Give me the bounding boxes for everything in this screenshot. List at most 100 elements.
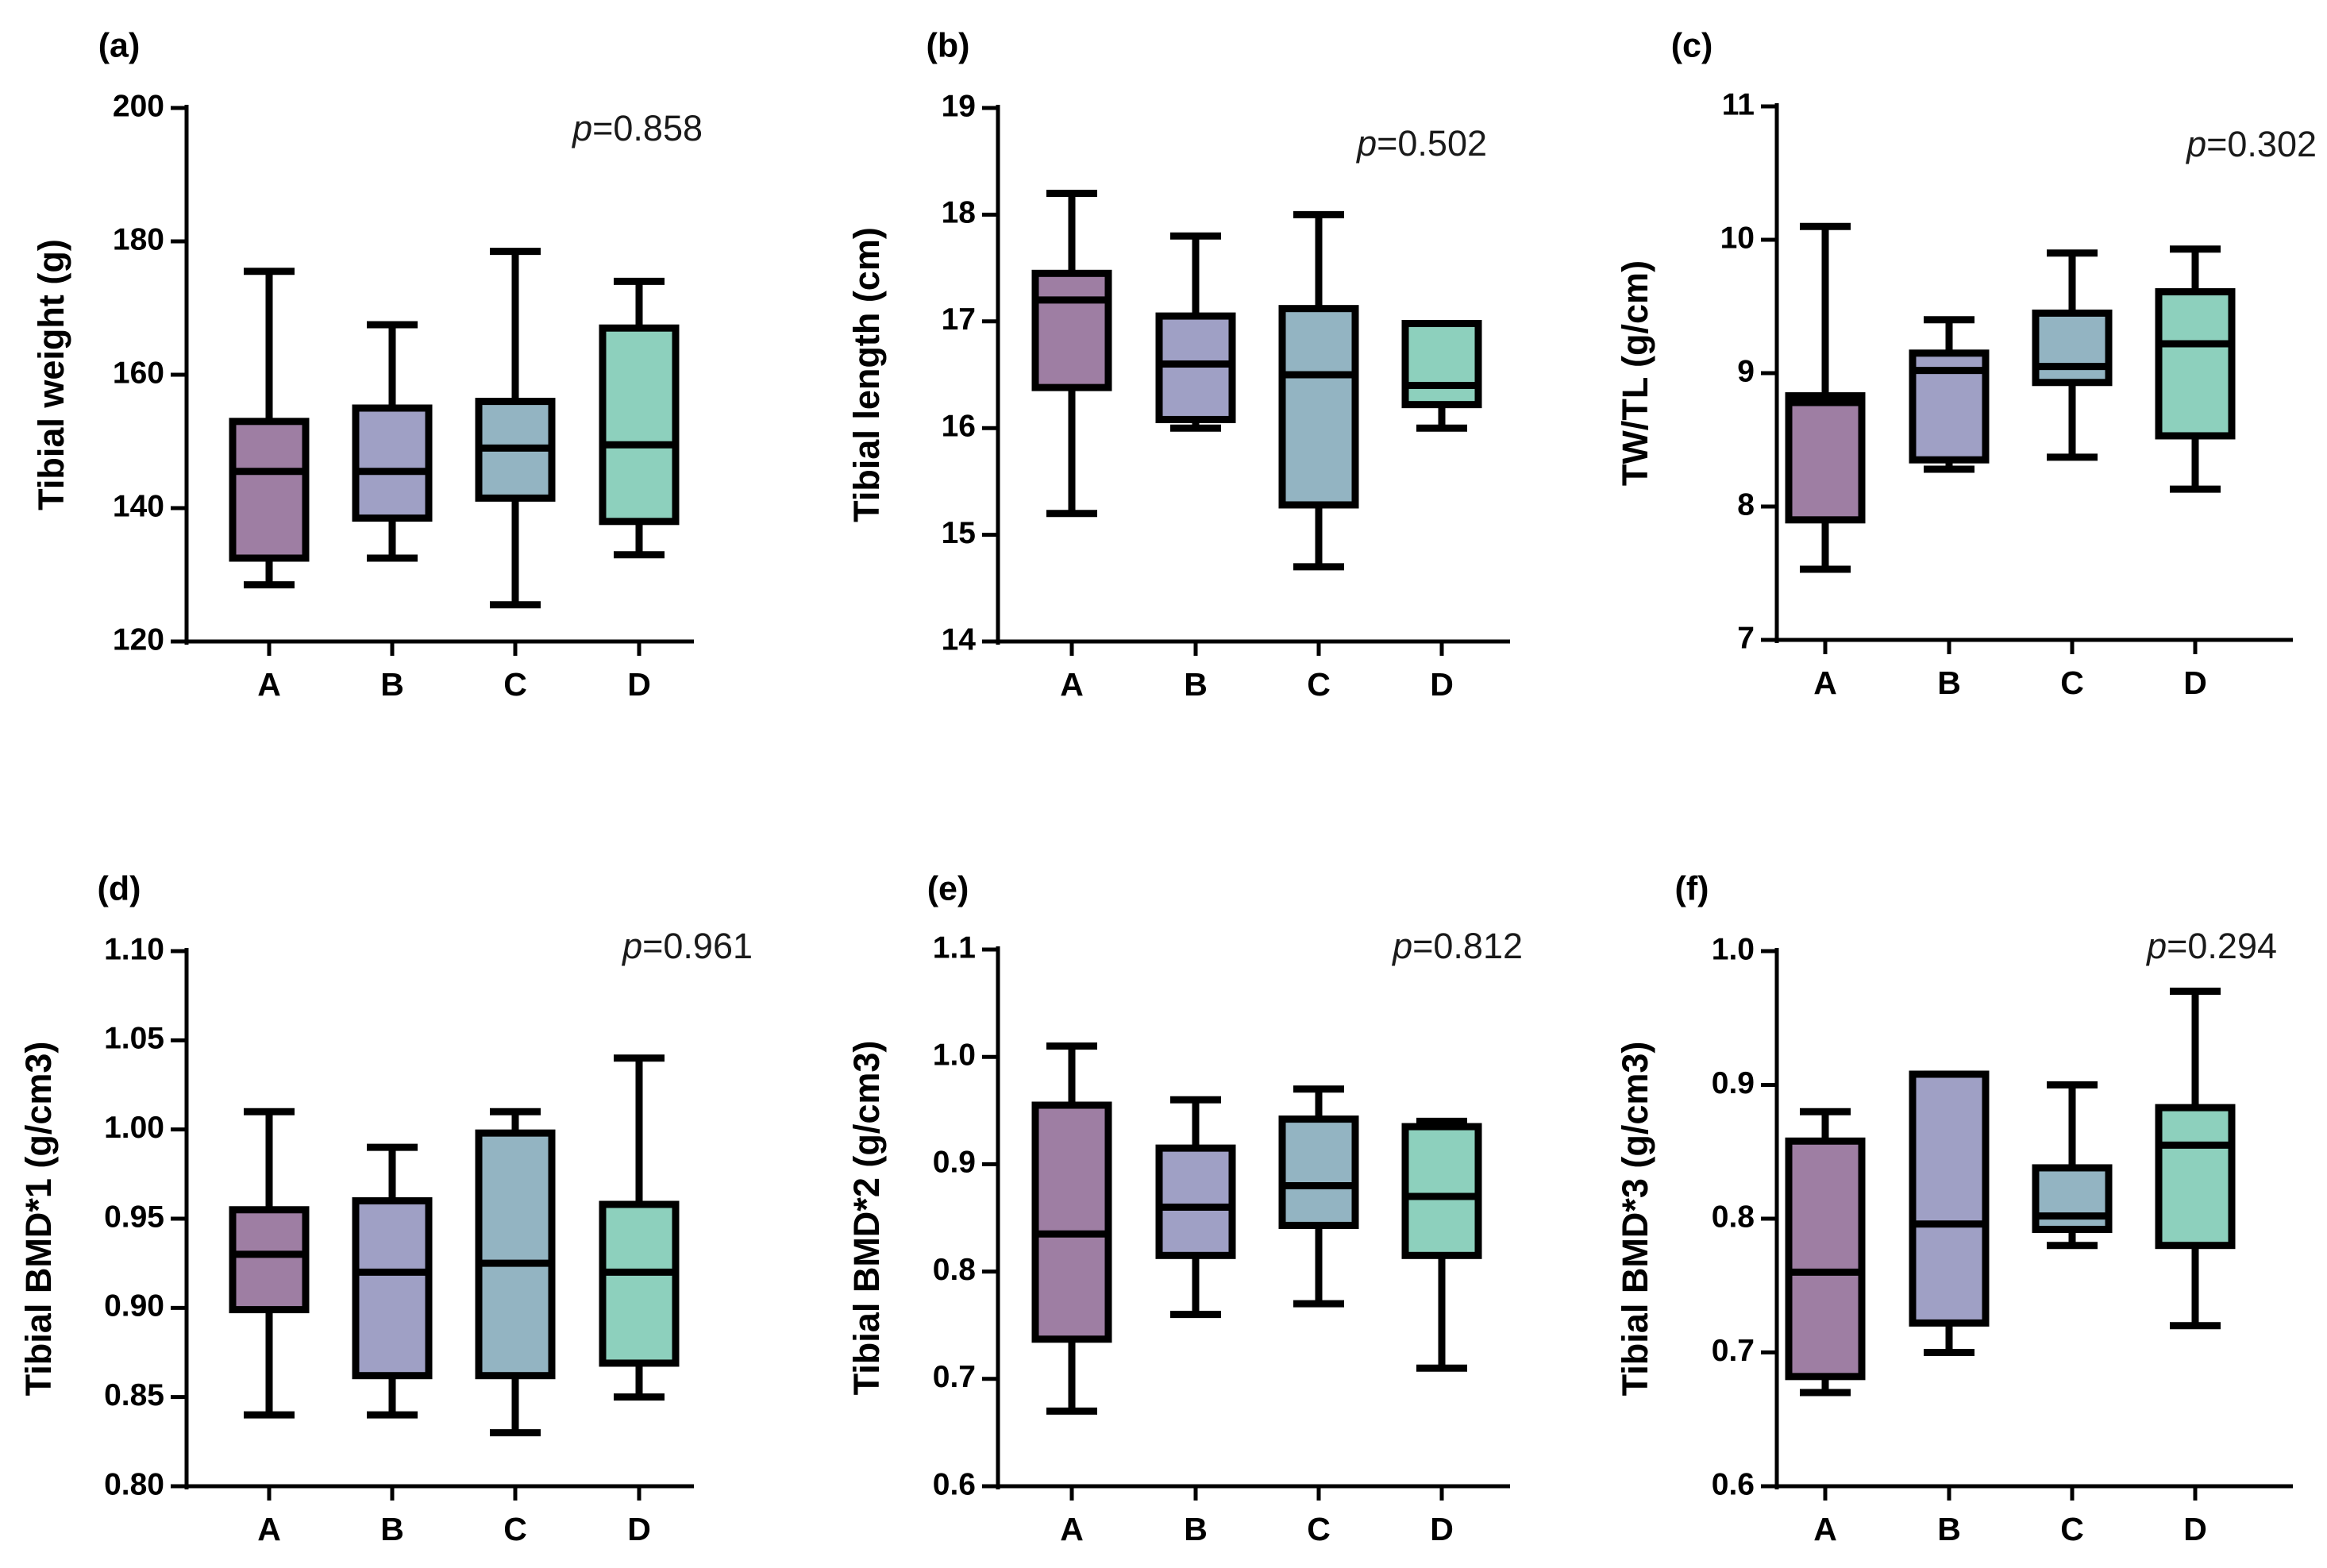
p-value: =0.858: [592, 108, 703, 148]
x-tick-label: D: [2183, 665, 2207, 701]
x-tick-label: A: [1813, 665, 1837, 701]
y-axis-title: Tibial weight (g): [31, 239, 71, 510]
y-tick-label: 0.7: [1712, 1334, 1755, 1368]
iqr-box: [1155, 312, 1236, 423]
iqr-box: [229, 418, 310, 562]
y-tick-label: 0.7: [933, 1360, 976, 1394]
p-value: =0.961: [642, 926, 753, 966]
p-symbol: p: [621, 926, 642, 966]
box-C: C: [475, 248, 556, 703]
x-tick-label: C: [2060, 665, 2084, 701]
y-tick-label: 140: [113, 489, 164, 523]
box-D: D: [2155, 245, 2236, 701]
x-tick-label: A: [257, 666, 281, 703]
iqr-box: [2155, 288, 2236, 440]
box-A: A: [1785, 222, 1866, 701]
y-axis-title: Tibial length (cm): [846, 227, 887, 522]
box-C: C: [2032, 1081, 2113, 1547]
x-tick-label: B: [380, 666, 404, 703]
p-value: =0.812: [1412, 926, 1523, 966]
box-C: C: [1278, 210, 1359, 703]
x-tick-label: D: [2183, 1511, 2207, 1547]
y-tick-label: 18: [942, 196, 976, 230]
x-tick-label: D: [627, 666, 651, 703]
iqr-box: [1278, 305, 1359, 509]
y-tick-label: 160: [113, 356, 164, 390]
iqr-box: [1401, 1123, 1482, 1259]
y-tick-label: 0.8: [1712, 1200, 1755, 1234]
y-tick-label: 180: [113, 222, 164, 256]
p-value: =0.502: [1377, 123, 1487, 164]
iqr-box: [1401, 319, 1482, 409]
x-tick-label: D: [627, 1511, 651, 1547]
y-tick-label: 0.9: [933, 1146, 976, 1180]
panel-label: (a): [98, 26, 141, 64]
x-tick-label: C: [1307, 1511, 1331, 1547]
p-symbol: p: [1355, 123, 1377, 164]
iqr-box: [1031, 1101, 1112, 1343]
iqr-box: [599, 324, 680, 526]
x-tick-label: B: [1937, 665, 1961, 701]
y-tick-label: 200: [113, 89, 164, 123]
x-tick-label: B: [1937, 1511, 1961, 1547]
panel-label: (d): [98, 869, 141, 907]
iqr-box: [1155, 1144, 1236, 1259]
p-value-annotation: p=0.302: [2185, 124, 2317, 164]
box-C: C: [2032, 249, 2113, 701]
x-tick-label: C: [1307, 666, 1331, 703]
y-tick-label: 19: [942, 89, 976, 123]
x-tick-label: D: [1430, 1511, 1454, 1547]
p-value-annotation: p=0.961: [621, 926, 753, 966]
y-tick-label: 17: [942, 302, 976, 337]
box-B: B: [352, 321, 433, 703]
y-tick-label: 15: [942, 516, 976, 550]
x-tick-label: C: [2060, 1511, 2084, 1547]
panel-e: (e) 0.6 0.7 0.8 0.9 1.0 1.1 Tibial BMD*2 (g/cm3…: [846, 869, 1523, 1547]
box-B: B: [352, 1143, 433, 1547]
iqr-box: [2032, 1164, 2113, 1233]
x-tick-label: B: [1184, 666, 1208, 703]
iqr-box: [1278, 1115, 1359, 1229]
y-tick-label: 0.9: [1712, 1066, 1755, 1100]
p-symbol: p: [1391, 926, 1412, 966]
y-tick-label: 9: [1737, 354, 1755, 388]
iqr-box: [352, 404, 433, 522]
p-value-annotation: p=0.858: [571, 108, 703, 148]
y-axis-title: Tibial BMD*1 (g/cm3): [18, 1042, 59, 1397]
iqr-box: [229, 1206, 310, 1314]
y-tick-label: 0.8: [933, 1253, 976, 1287]
box-D: D: [599, 1054, 680, 1547]
p-value-annotation: p=0.812: [1391, 926, 1523, 966]
panel-b: (b) 14 15 16 17 18 19 Tibial length (cm) A B C Dp=0…: [846, 26, 1510, 703]
box-D: D: [599, 277, 680, 703]
panel-label: (c): [1671, 26, 1713, 64]
y-tick-label: 0.90: [104, 1289, 164, 1323]
panel-f: (f) 0.6 0.7 0.8 0.9 1.0 Tibial BMD*3 (g/cm3) A B…: [1615, 869, 2293, 1547]
p-symbol: p: [2185, 124, 2206, 164]
panel-label: (e): [927, 869, 969, 907]
y-axis-title: Tibial BMD*3 (g/cm3): [1615, 1042, 1655, 1397]
x-tick-label: B: [1184, 1511, 1208, 1547]
box-B: B: [1155, 1096, 1236, 1547]
y-tick-label: 0.85: [104, 1378, 164, 1412]
box-B: B: [1909, 1070, 1990, 1547]
x-tick-label: A: [1060, 1511, 1084, 1547]
y-tick-label: 8: [1737, 487, 1755, 522]
iqr-box: [475, 1129, 556, 1380]
x-tick-label: A: [1813, 1511, 1837, 1547]
box-D: D: [1401, 319, 1482, 703]
y-tick-label: 0.80: [104, 1467, 164, 1501]
y-tick-label: 11: [1722, 87, 1755, 121]
y-tick-label: 0.95: [104, 1200, 164, 1234]
p-value: =0.294: [2167, 926, 2277, 966]
box-A: A: [1031, 190, 1112, 703]
panel-a: (a) 120 140 160 180 200 Tibial weight (g) A B C Dp…: [31, 26, 703, 703]
y-tick-label: 7: [1737, 621, 1755, 655]
y-tick-label: 1.1: [933, 930, 976, 965]
box-B: B: [1909, 316, 1990, 701]
y-tick-label: 1.05: [104, 1022, 164, 1056]
iqr-box: [1785, 1137, 1866, 1381]
y-tick-label: 1.10: [104, 932, 164, 966]
x-tick-label: D: [1430, 666, 1454, 703]
